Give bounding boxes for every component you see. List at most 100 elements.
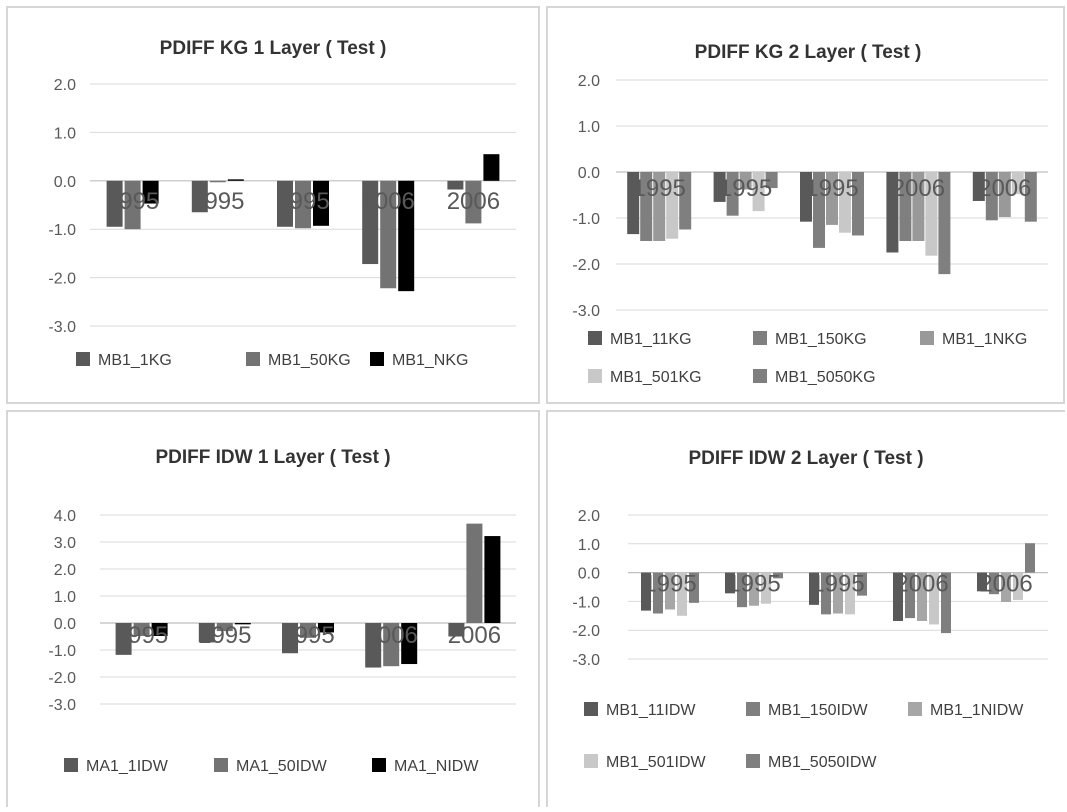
y-tick-label: -2.0 — [572, 257, 600, 274]
bar — [713, 172, 726, 202]
chart-idw-2-layer: PDIFF IDW 2 Layer ( Test ) 2.0 1.0 0.0 -1.0 -… — [572, 448, 1048, 771]
y-tick-label: -3.0 — [48, 319, 76, 336]
category-label: 2006 — [362, 188, 415, 215]
chart-panel-kg-1-layer: PDIFF KG 1 Layer ( Test ) 2.0 1.0 0.0 -1.0 -2… — [6, 6, 540, 404]
y-tick-label: 4.0 — [54, 508, 76, 525]
bar — [809, 572, 819, 605]
bar — [282, 623, 298, 654]
legend-swatch — [372, 758, 386, 772]
bar — [1013, 572, 1023, 600]
bar — [1025, 543, 1035, 573]
legend-label: MB1_1NKG — [942, 331, 1027, 348]
legend-swatch — [370, 352, 384, 366]
bar — [1024, 172, 1037, 222]
bar — [826, 172, 838, 225]
y-tick-label: 2.0 — [54, 562, 76, 579]
bar — [484, 536, 501, 623]
category-label: 1995 — [643, 571, 696, 598]
bar — [365, 623, 382, 668]
bar — [845, 572, 855, 615]
y-tick-label: 2.0 — [578, 508, 600, 525]
bar — [300, 623, 316, 638]
category-label: 2006 — [892, 175, 945, 202]
bar — [209, 180, 226, 183]
y-tick-label: 0.0 — [54, 174, 76, 191]
legend-swatch — [214, 758, 228, 772]
legend-swatch — [64, 758, 78, 772]
bar — [151, 623, 168, 636]
bar — [447, 180, 464, 190]
bar — [917, 572, 927, 621]
bar — [142, 180, 159, 204]
y-tick-label: 0.0 — [578, 566, 600, 583]
y-tick-label: -1.0 — [572, 211, 600, 228]
bar — [800, 172, 812, 222]
category-label: 2006 — [447, 188, 500, 215]
legend-label: MA1_50IDW — [236, 758, 328, 775]
legend-swatch — [588, 369, 602, 383]
bar — [133, 623, 150, 636]
bar — [679, 172, 692, 230]
legend-swatch — [920, 331, 934, 345]
chart-idw-1-layer: PDIFF IDW 1 Layer ( Test ) 4.0 3.0 2.0 1.0 0.… — [48, 447, 516, 775]
category-label: 1995 — [281, 622, 334, 649]
legend-label: MB1_5050KG — [775, 369, 876, 386]
bar — [640, 172, 653, 241]
bar — [773, 572, 783, 579]
y-tick-label: -2.0 — [572, 623, 600, 640]
category-label: 1995 — [727, 571, 780, 598]
category-label: 2006 — [365, 622, 418, 649]
bar — [383, 623, 400, 667]
chart-title: PDIFF KG 2 Layer ( Test ) — [695, 42, 922, 63]
bar — [899, 172, 912, 241]
legend-swatch — [746, 754, 760, 768]
y-tick-label: 1.0 — [578, 119, 600, 136]
y-tick-label: 1.0 — [578, 537, 600, 554]
legend-label: MB1_1KG — [98, 352, 172, 369]
bar — [653, 572, 663, 614]
legend-label: MB1_501KG — [610, 369, 702, 386]
bar — [725, 572, 735, 594]
bar — [752, 172, 765, 212]
legend-label: MA1_1IDW — [86, 758, 169, 775]
bar — [465, 180, 482, 224]
bar — [941, 572, 951, 634]
category-label: 2006 — [979, 571, 1032, 598]
bar — [313, 180, 329, 226]
bar — [886, 172, 899, 253]
legend-label: MB1_5050IDW — [768, 754, 877, 771]
chart-title: PDIFF IDW 1 Layer ( Test ) — [155, 447, 390, 468]
y-tick-label: -1.0 — [48, 643, 76, 660]
chart-title: PDIFF KG 1 Layer ( Test ) — [160, 38, 387, 59]
legend-label: MB1_1NIDW — [930, 702, 1024, 719]
bar — [761, 572, 771, 604]
bar — [998, 172, 1011, 218]
y-tick-label: 2.0 — [578, 73, 600, 90]
category-label: 1995 — [115, 622, 168, 649]
bar — [857, 572, 867, 596]
y-tick-label: -2.0 — [48, 670, 76, 687]
chart-panel-kg-2-layer: PDIFF KG 2 Layer ( Test ) 2.0 1.0 0.0 -1.0 -2… — [546, 6, 1065, 404]
bar — [813, 172, 825, 248]
category-label: 1995 — [811, 571, 864, 598]
bar — [972, 172, 985, 201]
bar — [912, 172, 925, 241]
bar — [106, 180, 123, 227]
category-label: 1995 — [191, 188, 244, 215]
bar — [295, 180, 311, 229]
category-label: 1995 — [198, 622, 251, 649]
bar — [929, 572, 939, 625]
legend-swatch — [588, 331, 602, 345]
y-tick-label: -3.0 — [48, 697, 76, 714]
category-label: 1995 — [106, 188, 159, 215]
bar — [448, 623, 465, 637]
legend-swatch — [76, 352, 90, 366]
y-tick-label: -3.0 — [572, 303, 600, 320]
legend-swatch — [746, 702, 760, 716]
y-tick-label: -1.0 — [572, 594, 600, 611]
bar — [977, 572, 987, 592]
bar — [627, 172, 640, 235]
legend-label: MB1_501IDW — [606, 754, 706, 771]
bar — [1011, 172, 1024, 195]
